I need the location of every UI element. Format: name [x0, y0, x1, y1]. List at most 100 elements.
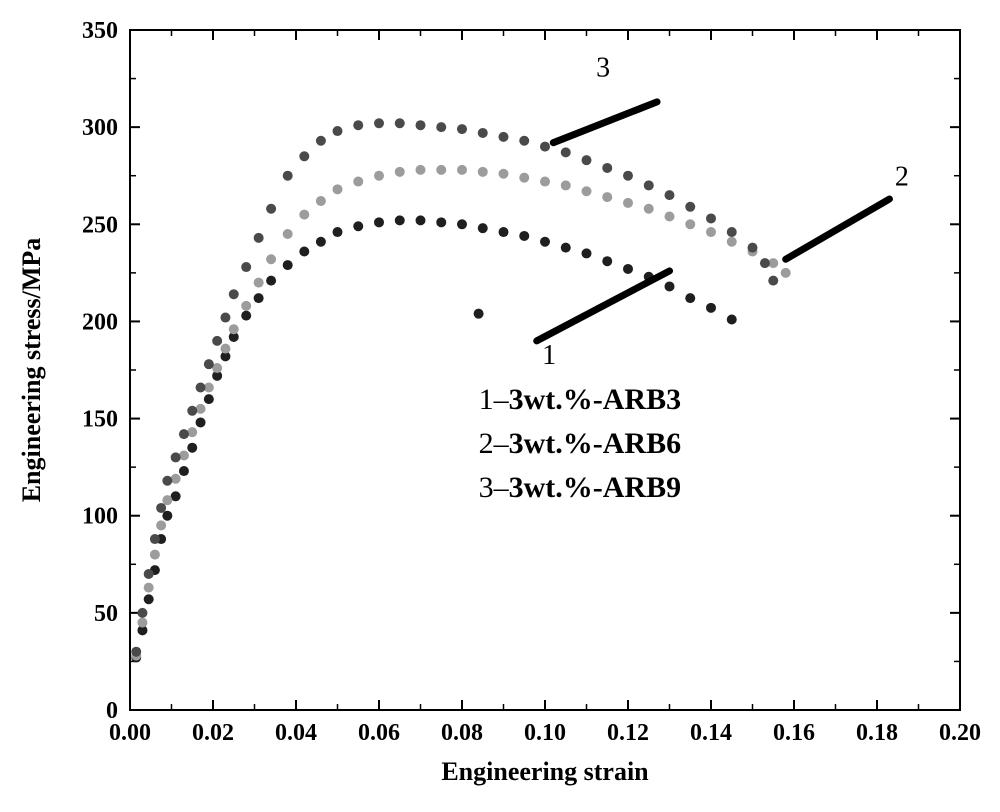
data-point — [150, 534, 160, 544]
data-point — [220, 344, 230, 354]
x-tick-label: 0.12 — [607, 720, 649, 746]
data-point — [266, 254, 276, 264]
data-point — [254, 278, 264, 288]
data-point — [137, 608, 147, 618]
data-point — [499, 169, 509, 179]
data-point — [665, 190, 675, 200]
data-point — [706, 213, 716, 223]
legend-item: 1–3wt.%-ARB3 — [479, 383, 681, 416]
data-point — [266, 204, 276, 214]
annotation-label: 3 — [596, 53, 610, 84]
data-point — [187, 443, 197, 453]
data-point — [748, 243, 758, 253]
data-point — [623, 198, 633, 208]
data-point — [283, 260, 293, 270]
data-point — [582, 248, 592, 258]
x-tick-label: 0.18 — [856, 720, 898, 746]
data-point — [519, 231, 529, 241]
data-point — [179, 450, 189, 460]
x-tick-label: 0.02 — [192, 720, 234, 746]
data-point — [162, 511, 172, 521]
data-point — [283, 171, 293, 181]
data-point — [196, 382, 206, 392]
x-tick-label: 0.10 — [524, 720, 566, 746]
legend-item: 3–3wt.%-ARB9 — [479, 471, 681, 504]
data-point — [602, 192, 612, 202]
data-point — [220, 313, 230, 323]
data-point — [457, 124, 467, 134]
data-point — [299, 151, 309, 161]
data-point — [416, 165, 426, 175]
x-tick-label: 0.20 — [939, 720, 981, 746]
data-point — [196, 417, 206, 427]
data-point — [283, 229, 293, 239]
data-point — [644, 204, 654, 214]
data-point — [457, 165, 467, 175]
data-point — [171, 452, 181, 462]
data-point — [353, 221, 363, 231]
data-point — [602, 256, 612, 266]
data-point — [144, 569, 154, 579]
data-point — [333, 227, 343, 237]
data-point — [187, 406, 197, 416]
y-tick-label: 0 — [106, 698, 118, 724]
data-point — [623, 171, 633, 181]
data-point — [316, 237, 326, 247]
data-point — [781, 268, 791, 278]
data-point-extra — [474, 309, 484, 319]
x-tick-label: 0.16 — [773, 720, 815, 746]
annotation-label: 2 — [895, 161, 909, 192]
data-point — [374, 118, 384, 128]
y-tick-label: 150 — [82, 407, 118, 433]
y-tick-label: 250 — [82, 212, 118, 238]
data-point — [254, 293, 264, 303]
data-point — [519, 173, 529, 183]
data-point — [229, 324, 239, 334]
data-point — [727, 237, 737, 247]
data-point — [499, 227, 509, 237]
x-tick-label: 0.04 — [275, 720, 317, 746]
data-point — [144, 583, 154, 593]
data-point — [436, 165, 446, 175]
data-point — [316, 136, 326, 146]
data-point — [374, 171, 384, 181]
data-point — [519, 136, 529, 146]
data-point — [241, 262, 251, 272]
data-point — [316, 196, 326, 206]
data-point — [179, 429, 189, 439]
data-point — [374, 217, 384, 227]
y-tick-label: 200 — [82, 309, 118, 335]
y-tick-label: 50 — [94, 601, 118, 627]
data-point — [353, 177, 363, 187]
data-point — [156, 520, 166, 530]
data-point — [179, 466, 189, 476]
data-point — [204, 359, 214, 369]
data-point — [768, 276, 778, 286]
data-point — [685, 219, 695, 229]
data-point — [561, 180, 571, 190]
y-tick-label: 350 — [82, 18, 118, 44]
data-point — [395, 118, 405, 128]
data-point — [561, 243, 571, 253]
x-tick-label: 0.08 — [441, 720, 483, 746]
data-point — [241, 311, 251, 321]
data-point — [727, 314, 737, 324]
x-axis-label: Engineering strain — [441, 757, 649, 786]
data-point — [196, 404, 206, 414]
y-tick-label: 100 — [82, 504, 118, 530]
data-point — [457, 219, 467, 229]
data-point — [644, 180, 654, 190]
data-point — [162, 495, 172, 505]
legend-item: 2–3wt.%-ARB6 — [479, 427, 681, 460]
data-point — [478, 128, 488, 138]
data-point — [685, 202, 695, 212]
data-point — [353, 120, 363, 130]
data-point — [478, 167, 488, 177]
data-point — [395, 167, 405, 177]
data-point — [436, 122, 446, 132]
data-point — [187, 427, 197, 437]
data-point — [706, 303, 716, 313]
data-point — [436, 217, 446, 227]
data-point — [623, 264, 633, 274]
data-point — [137, 618, 147, 628]
